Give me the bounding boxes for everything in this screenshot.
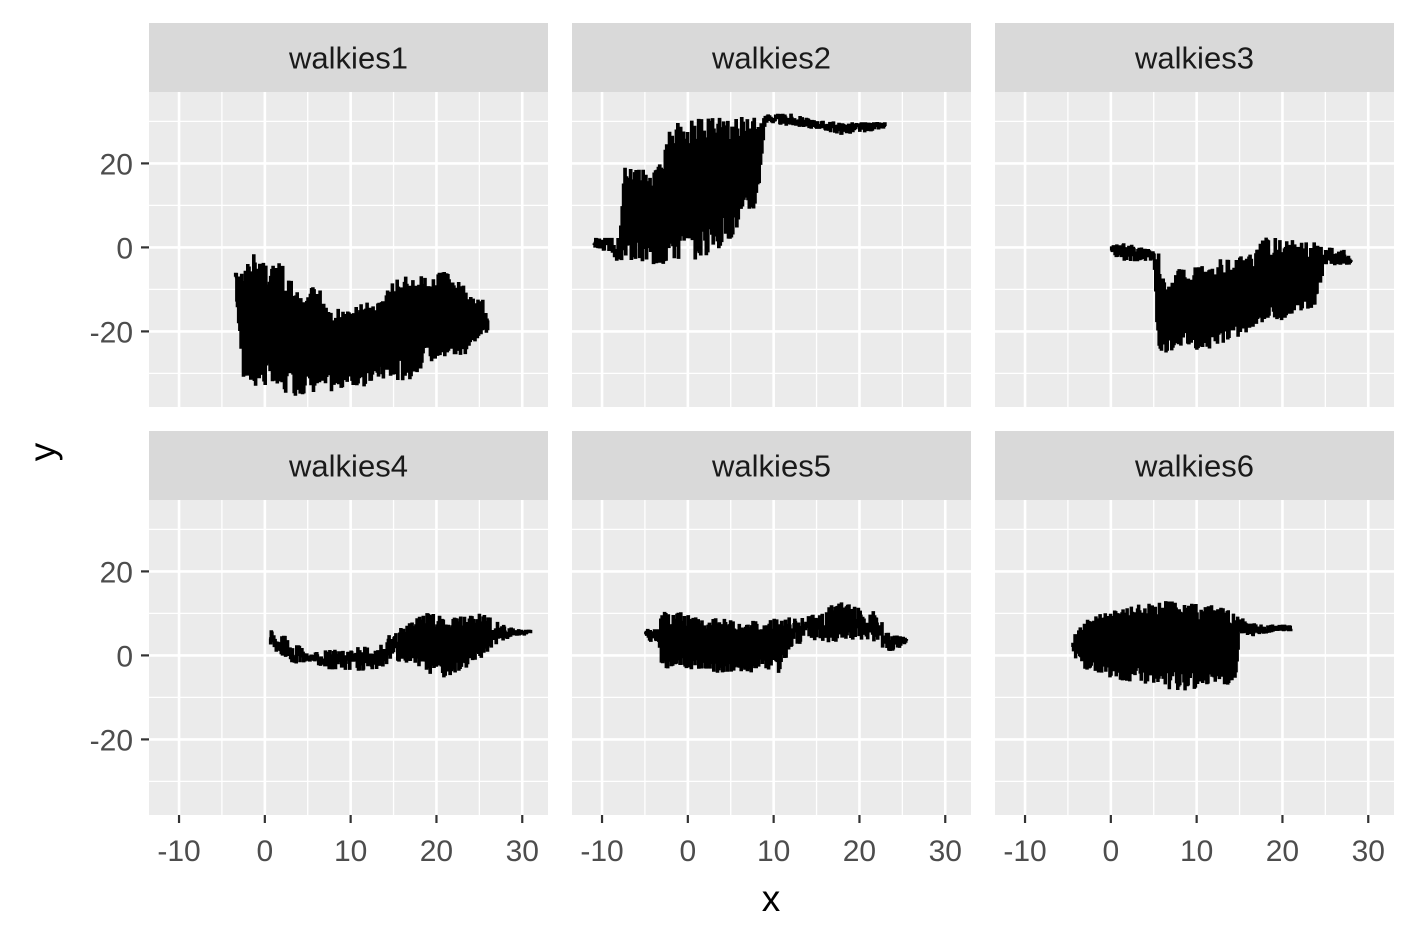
y-tick-label: -20 (90, 316, 133, 349)
facet-walkies5: walkies5 -10 0 10 20 30 (572, 431, 971, 868)
x-axis-title: x (762, 878, 781, 919)
x-tick-label: 20 (1266, 835, 1299, 868)
facet-strip-label: walkies1 (288, 41, 408, 76)
walk-path-walkies1 (233, 254, 490, 396)
y-tick-label: 0 (116, 640, 133, 673)
facet-walkies4: walkies4 -10 0 10 20 30 -20 0 20 (90, 431, 548, 868)
facet-walkies1: walkies1 -20 0 20 (90, 23, 548, 407)
facet-strip-label: walkies3 (1134, 41, 1254, 76)
x-tick-label: 0 (1102, 835, 1119, 868)
panel-background (995, 92, 1394, 407)
facet-strip (995, 431, 1394, 500)
y-tick-label: -20 (90, 724, 133, 757)
x-tick-label: -10 (580, 835, 623, 868)
walk-path-walkies2 (592, 113, 887, 265)
y-tick-label: 20 (100, 556, 133, 589)
y-axis-title: y (22, 442, 63, 461)
walk-path-walkies4 (268, 613, 533, 678)
facet-strip (995, 23, 1394, 92)
facet-strip (149, 431, 548, 500)
facet-strip (572, 23, 971, 92)
x-tick-label: 10 (757, 835, 790, 868)
x-tick-label: 10 (1180, 835, 1213, 868)
facet-walkies3: walkies3 (995, 23, 1394, 407)
facet-strip-label: walkies4 (288, 449, 408, 484)
facet-strip (149, 23, 548, 92)
x-tick-label: 20 (420, 835, 453, 868)
facet-walkies6: walkies6 -10 0 10 20 30 (995, 431, 1394, 868)
x-tick-label: -10 (1003, 835, 1046, 868)
facet-strip-label: walkies5 (711, 449, 831, 484)
facet-strip-label: walkies2 (711, 41, 831, 76)
y-tick-label: 0 (116, 232, 133, 265)
x-tick-label: 20 (843, 835, 876, 868)
x-tick-label: 30 (1352, 835, 1385, 868)
x-tick-label: 30 (506, 835, 539, 868)
walk-path-walkies5 (644, 602, 909, 673)
x-tick-label: -10 (157, 835, 200, 868)
x-tick-label: 30 (929, 835, 962, 868)
x-tick-label: 10 (334, 835, 367, 868)
walk-path-walkies3 (1109, 237, 1353, 353)
facet-strip (572, 431, 971, 500)
facet-strip-label: walkies6 (1134, 449, 1254, 484)
walk-path-walkies6 (1071, 601, 1293, 691)
facet-walkies2: walkies2 (572, 23, 971, 407)
x-tick-label: 0 (679, 835, 696, 868)
y-tick-label: 20 (100, 148, 133, 181)
x-tick-label: 0 (256, 835, 273, 868)
